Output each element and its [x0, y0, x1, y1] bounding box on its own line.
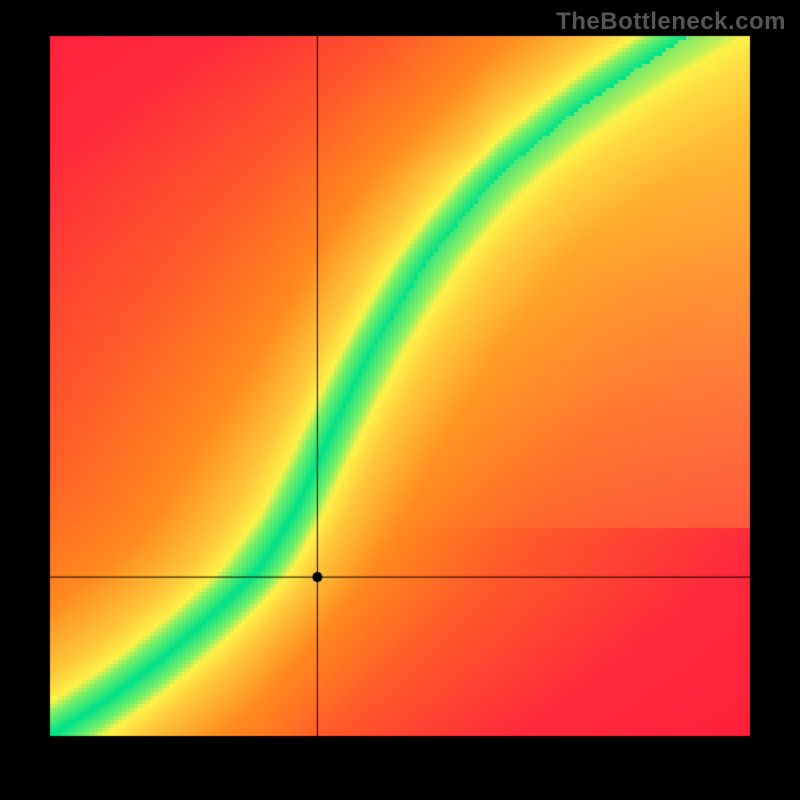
chart-container: TheBottleneck.com	[0, 0, 800, 800]
watermark-text: TheBottleneck.com	[556, 8, 786, 36]
bottleneck-heatmap	[0, 0, 800, 800]
